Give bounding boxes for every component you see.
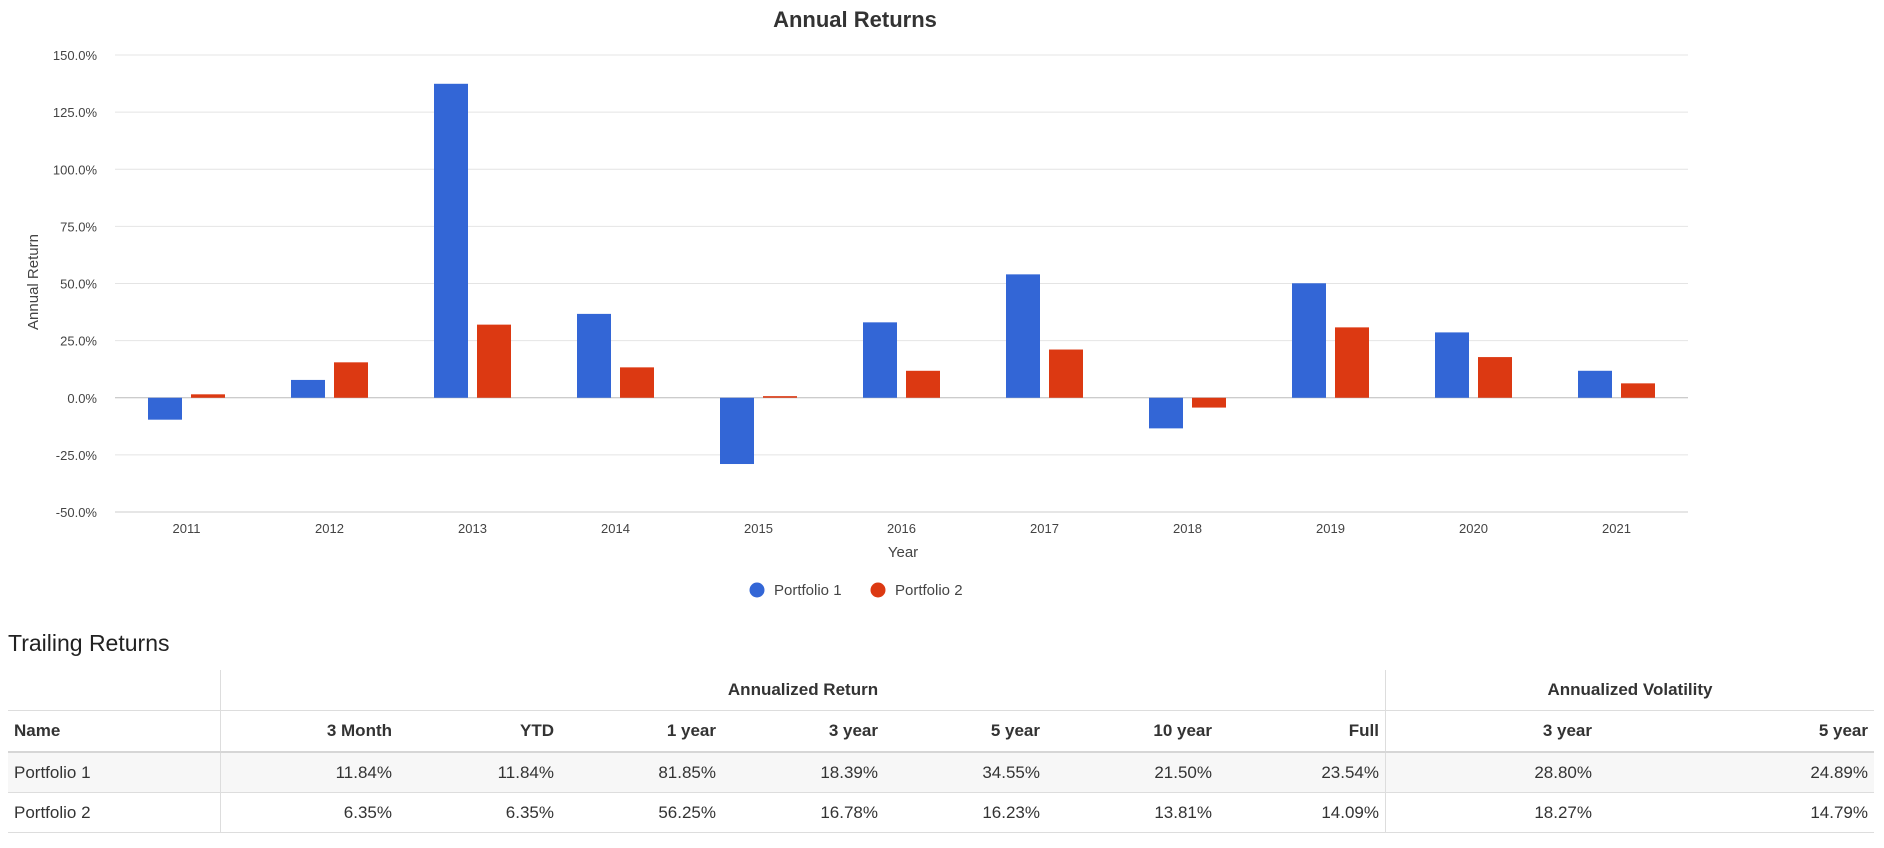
row-name: Portfolio 1 xyxy=(8,752,221,793)
bar-portfolio-2-2014[interactable] xyxy=(620,367,654,398)
x-tick-label: 2014 xyxy=(601,521,630,536)
bar-portfolio-2-2015[interactable] xyxy=(763,396,797,398)
row-cell: 18.27% xyxy=(1385,792,1598,833)
row-cell: 16.78% xyxy=(722,792,884,833)
bar-portfolio-2-2016[interactable] xyxy=(906,370,940,398)
table-row: Portfolio 1 11.84% 11.84% 81.85% 18.39% … xyxy=(8,752,1874,793)
bar-portfolio-2-2020[interactable] xyxy=(1478,357,1512,398)
bar-portfolio-1-2015[interactable] xyxy=(720,397,754,465)
bar-portfolio-1-2016[interactable] xyxy=(863,322,897,398)
column-header-3-month: 3 Month xyxy=(220,710,398,753)
annual-returns-chart: Annual Returns -50.0% -25.0% 0.0% 25.0% 50.0… xyxy=(25,7,1688,599)
x-tick-label: 2015 xyxy=(744,521,773,536)
row-cell: 81.85% xyxy=(560,752,722,793)
row-cell: 6.35% xyxy=(398,792,560,833)
column-header-name: Name xyxy=(8,710,221,753)
row-cell: 6.35% xyxy=(220,792,398,833)
column-header-row: Name 3 Month YTD 1 year 3 year 5 year 10… xyxy=(8,710,1874,753)
bar-portfolio-1-2013[interactable] xyxy=(434,83,468,398)
column-header-ytd: YTD xyxy=(398,710,560,753)
bar-portfolio-1-2017[interactable] xyxy=(1006,274,1040,398)
bar-portfolio-2-2021[interactable] xyxy=(1621,383,1655,398)
x-tick-label: 2013 xyxy=(458,521,487,536)
x-tick-label: 2011 xyxy=(173,521,201,536)
row-cell: 23.54% xyxy=(1218,752,1386,793)
x-tick-label: 2018 xyxy=(1173,521,1202,536)
bar-portfolio-1-2019[interactable] xyxy=(1292,283,1326,398)
group-header-empty xyxy=(8,670,221,711)
grid-lines xyxy=(115,54,1688,513)
row-cell: 18.39% xyxy=(722,752,884,793)
row-cell: 11.84% xyxy=(398,752,560,793)
row-cell: 34.55% xyxy=(884,752,1046,793)
row-cell: 28.80% xyxy=(1385,752,1598,793)
x-axis-ticks: 2011 2012 2013 2014 2015 2016 2017 2018 2019 2020… xyxy=(173,521,1631,536)
row-cell: 14.79% xyxy=(1598,792,1874,833)
group-header-row: Annualized Return Annualized Volatility xyxy=(8,670,1874,711)
bar-portfolio-2-2018[interactable] xyxy=(1192,397,1226,408)
y-tick-label: 0.0% xyxy=(67,391,97,406)
row-cell: 21.50% xyxy=(1046,752,1218,793)
row-cell: 56.25% xyxy=(560,792,722,833)
legend-marker-2[interactable] xyxy=(870,582,886,598)
x-tick-label: 2012 xyxy=(315,521,344,536)
column-header-vol-3-year: 3 year xyxy=(1385,710,1598,753)
bar-portfolio-2-2017[interactable] xyxy=(1049,349,1083,398)
column-header-3-year: 3 year xyxy=(722,710,884,753)
annual-returns-chart-svg: Annual Returns -50.0% -25.0% 0.0% 25.0% 50.0… xyxy=(25,7,1688,599)
bar-portfolio-1-2018[interactable] xyxy=(1149,397,1183,429)
bar-portfolio-1-2021[interactable] xyxy=(1578,370,1612,398)
y-tick-label: 100.0% xyxy=(53,162,98,177)
legend-label-2[interactable]: Portfolio 2 xyxy=(895,582,963,599)
row-cell: 24.89% xyxy=(1598,752,1874,793)
bar-portfolio-1-2012[interactable] xyxy=(291,379,325,398)
row-cell: 14.09% xyxy=(1218,792,1386,833)
y-axis-title: Annual Return xyxy=(25,234,42,330)
x-axis-title: Year xyxy=(888,544,918,561)
y-axis-ticks: -50.0% -25.0% 0.0% 25.0% 50.0% 75.0% 100.0% 125… xyxy=(53,48,98,520)
column-header-full: Full xyxy=(1218,710,1386,753)
annualized-volatility-header: Annualized Volatility xyxy=(1385,670,1874,711)
row-cell: 16.23% xyxy=(884,792,1046,833)
legend-marker-1[interactable] xyxy=(749,582,765,598)
x-tick-label: 2016 xyxy=(887,521,916,536)
row-name: Portfolio 2 xyxy=(8,792,221,833)
table-row: Portfolio 2 6.35% 6.35% 56.25% 16.78% 16… xyxy=(8,792,1874,833)
bar-portfolio-1-2014[interactable] xyxy=(577,313,611,398)
y-tick-label: -25.0% xyxy=(56,448,98,463)
bars xyxy=(148,83,1655,465)
trailing-returns-title: Trailing Returns xyxy=(8,630,170,656)
y-tick-label: 25.0% xyxy=(60,334,97,349)
annualized-return-header: Annualized Return xyxy=(220,670,1386,711)
x-tick-label: 2017 xyxy=(1030,521,1059,536)
column-header-10-year: 10 year xyxy=(1046,710,1218,753)
y-tick-label: 150.0% xyxy=(53,48,98,63)
bar-portfolio-2-2012[interactable] xyxy=(334,362,368,398)
y-tick-label: -50.0% xyxy=(56,505,98,520)
legend-label-1[interactable]: Portfolio 1 xyxy=(774,582,842,599)
column-header-vol-5-year: 5 year xyxy=(1598,710,1874,753)
legend[interactable]: Portfolio 1 Portfolio 2 xyxy=(749,582,963,599)
chart-title: Annual Returns xyxy=(773,7,937,32)
bar-portfolio-1-2011[interactable] xyxy=(148,397,182,420)
x-tick-label: 2021 xyxy=(1602,521,1631,536)
row-cell: 13.81% xyxy=(1046,792,1218,833)
column-header-5-year: 5 year xyxy=(884,710,1046,753)
y-tick-label: 125.0% xyxy=(53,105,98,120)
x-tick-label: 2019 xyxy=(1316,521,1345,536)
bar-portfolio-2-2019[interactable] xyxy=(1335,327,1369,398)
column-header-1-year: 1 year xyxy=(560,710,722,753)
x-tick-label: 2020 xyxy=(1459,521,1488,536)
y-tick-label: 50.0% xyxy=(60,277,97,292)
y-tick-label: 75.0% xyxy=(60,219,97,234)
bar-portfolio-2-2011[interactable] xyxy=(191,394,225,398)
row-cell: 11.84% xyxy=(220,752,398,793)
bar-portfolio-1-2020[interactable] xyxy=(1435,332,1469,398)
bar-portfolio-2-2013[interactable] xyxy=(477,324,511,398)
trailing-returns-table: Annualized Return Annualized Volatility … xyxy=(8,670,1874,833)
